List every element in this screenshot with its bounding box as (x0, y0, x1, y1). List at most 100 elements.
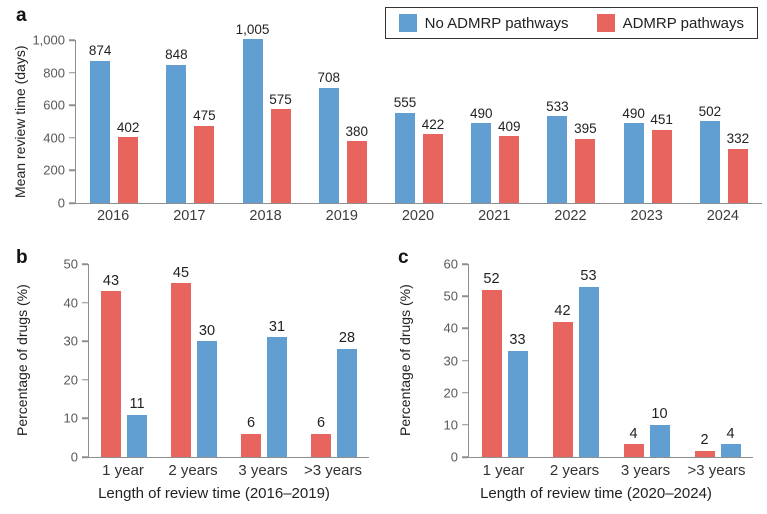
bar-column: 380 (346, 40, 368, 203)
bar-column: 52 (481, 264, 502, 457)
bar-value-label: 4 (629, 425, 638, 442)
bar-no-admrp (394, 112, 415, 203)
bar-value-label: 490 (622, 105, 645, 121)
bar-value-label: 43 (102, 272, 120, 289)
legend: No ADMRP pathways ADMRP pathways (384, 7, 758, 39)
x-tick-label: 1 year (482, 462, 525, 479)
legend-label-no-admrp: No ADMRP pathways (424, 14, 569, 32)
bar-value-label: 708 (317, 70, 341, 86)
y-tick-label: 0 (70, 449, 78, 465)
bar-value-label: 53 (580, 268, 597, 285)
bar-value-label: 30 (198, 322, 216, 339)
y-tick-mark (69, 104, 75, 106)
x-tick-label: 2016 (96, 208, 130, 224)
bar-column: 575 (269, 40, 292, 203)
y-tick-mark (462, 263, 468, 265)
x-tick-label: 2023 (630, 208, 663, 224)
bar-value-label: 502 (698, 103, 722, 119)
chart-b: Percentage of drugs (%) 0 10 20 30 40 50 43 11… (0, 235, 385, 514)
bar-column: 33 (507, 264, 528, 457)
bar-value-label: 4 (726, 425, 735, 442)
bar-group: 502 332 (686, 40, 762, 203)
bar-value-label: 555 (393, 95, 417, 111)
bar-value-label: 45 (172, 264, 190, 281)
bar-admrp (575, 138, 596, 203)
bar-column: 422 (421, 40, 445, 203)
bar-value-label: 422 (421, 116, 445, 132)
bar-admrp (194, 125, 215, 203)
panel-c: c Percentage of drugs (%) 0 10 20 30 40 50 60 … (385, 235, 767, 514)
bar-value-label: 332 (726, 131, 750, 147)
plot-area: 43 11 45 30 6 31 6 28 (82, 263, 369, 458)
bar-admrp (311, 433, 331, 457)
x-tick-label: 2019 (325, 208, 358, 224)
x-tick-label: 3 years (238, 462, 288, 479)
y-axis: 0 200 400 600 800 1,000 (0, 33, 73, 211)
bar-column: 30 (197, 264, 217, 457)
bar-value-label: 409 (497, 118, 521, 134)
bar-no-admrp (267, 337, 287, 457)
bar-group: 42 53 (540, 264, 611, 457)
bar-column: 45 (171, 264, 191, 457)
y-tick-mark (69, 39, 75, 41)
x-axis-title: Length of review time (2020–2024) (480, 485, 712, 502)
y-tick-label: 0 (450, 449, 458, 465)
y-axis: 0 10 20 30 40 50 (0, 257, 86, 465)
bar-value-label: 11 (129, 396, 145, 413)
bar-value-label: 451 (650, 112, 673, 127)
bar-column: 409 (497, 40, 521, 203)
bar-admrp (623, 444, 644, 457)
bar-no-admrp (649, 424, 670, 457)
bar-value-label: 28 (338, 330, 356, 347)
bar-no-admrp (547, 116, 568, 203)
x-axis-labels: 1 year 2 years 3 years >3 years (468, 462, 752, 479)
bar-column: 708 (317, 40, 341, 203)
bar-value-label: 6 (246, 415, 256, 432)
x-tick-label: 2017 (173, 208, 206, 224)
y-tick-label: 0 (57, 195, 65, 211)
bar-admrp (481, 289, 502, 457)
bar-admrp (727, 148, 748, 203)
bar-no-admrp (578, 286, 599, 457)
bar-group: 874 402 (76, 40, 152, 203)
bar-value-label: 575 (269, 91, 292, 107)
y-tick-mark (82, 263, 88, 265)
panel-label-c: c (398, 247, 409, 268)
bar-column: 555 (393, 40, 417, 203)
bar-no-admrp (90, 60, 111, 203)
bar-admrp (346, 141, 367, 203)
bar-no-admrp (166, 64, 187, 203)
bar-column: 43 (101, 264, 121, 457)
bar-value-label: 533 (546, 98, 569, 114)
bar-column: 533 (546, 40, 569, 203)
y-tick-mark (82, 301, 88, 304)
y-tick-label: 400 (43, 130, 65, 146)
bar-group: 1,005 575 (228, 23, 304, 203)
bar-column: 402 (117, 40, 139, 203)
bar-column: 874 (89, 40, 111, 203)
x-tick-label: 2 years (549, 462, 600, 479)
bar-group: 52 33 (469, 264, 540, 457)
bar-column: 1,005 (236, 23, 269, 203)
y-tick-label: 10 (443, 417, 458, 433)
bar-column: 490 (470, 40, 492, 203)
bar-no-admrp (720, 444, 741, 457)
bar-value-label: 42 (554, 303, 571, 320)
bar-admrp (422, 134, 443, 203)
bar-group: 45 30 (159, 264, 229, 457)
panel-a: a No ADMRP pathways ADMRP pathways Mean … (0, 0, 767, 235)
panel-b: b Percentage of drugs (%) 0 10 20 30 40 50 43… (0, 235, 385, 514)
y-tick-label: 50 (63, 256, 78, 272)
bar-admrp (651, 129, 672, 203)
y-tick-label: 20 (443, 385, 458, 401)
bar-group: 490 409 (457, 40, 533, 203)
bar-column: 502 (698, 40, 722, 203)
x-tick-label: 2018 (249, 208, 282, 224)
x-axis-labels: 1 year 2 years 3 years >3 years (88, 462, 368, 479)
bar-no-admrp (127, 414, 147, 457)
plot-area: 52 33 42 53 4 10 2 4 (462, 263, 753, 458)
bar-no-admrp (507, 350, 528, 457)
y-tick-mark (82, 340, 88, 342)
bar-group: 43 11 (89, 264, 159, 457)
